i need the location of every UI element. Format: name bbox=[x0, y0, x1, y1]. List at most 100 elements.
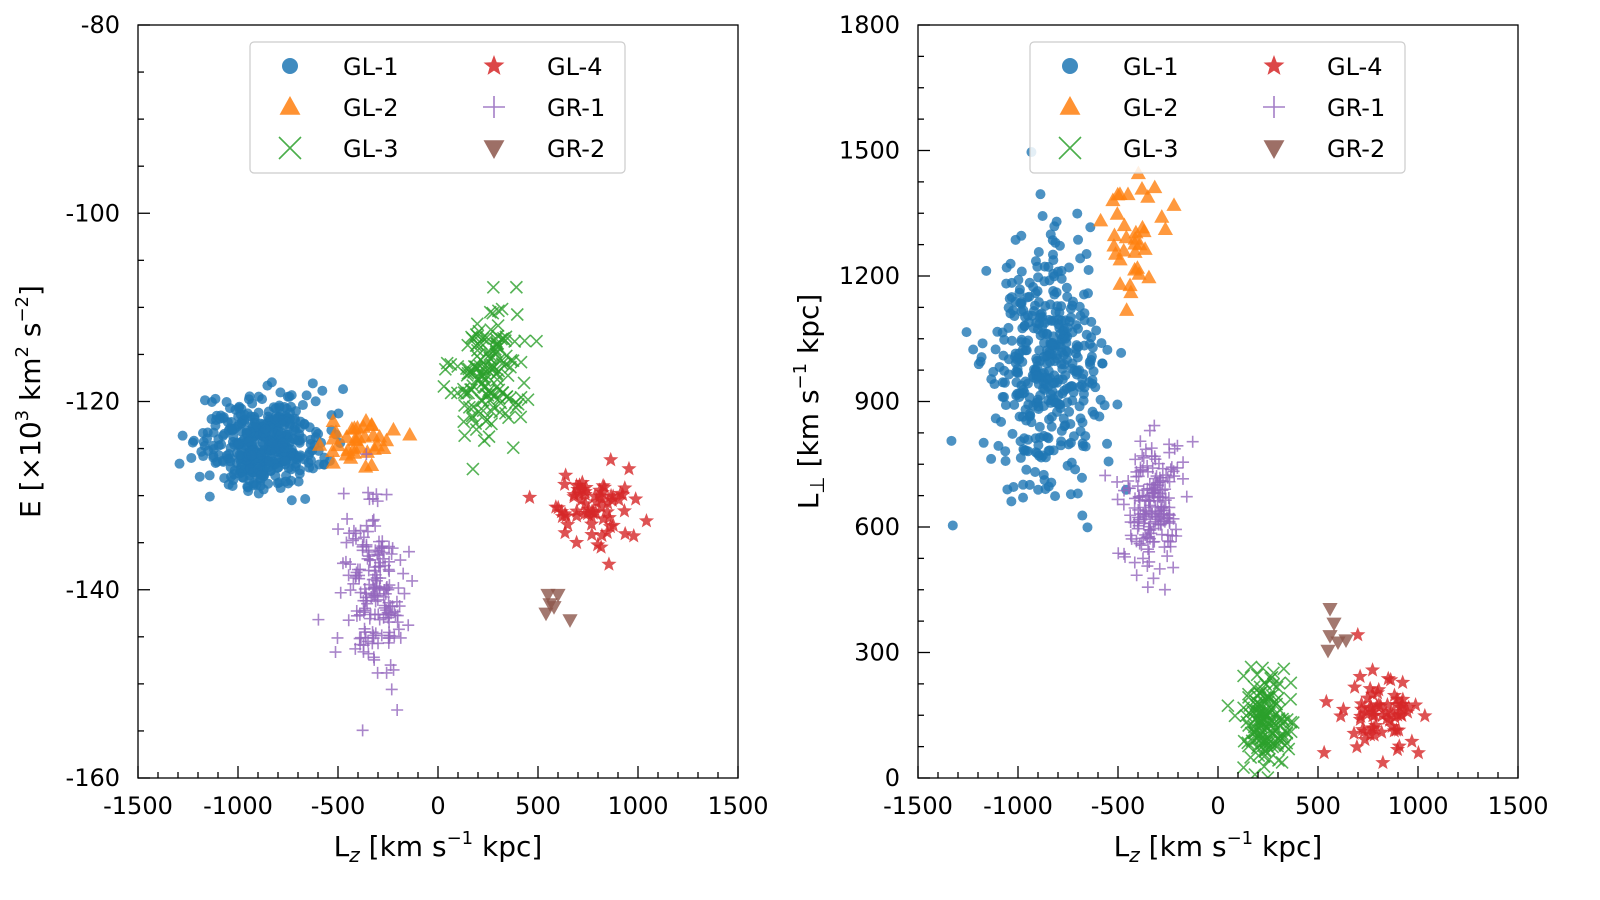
point-gl-3 bbox=[1275, 755, 1289, 769]
point-gl-4 bbox=[617, 525, 633, 541]
point-gr-1 bbox=[372, 549, 385, 562]
point-gl-1 bbox=[272, 478, 283, 489]
point-gl-1 bbox=[1031, 371, 1042, 382]
point-gr-1 bbox=[1167, 561, 1180, 574]
point-gl-3 bbox=[1253, 680, 1267, 694]
point-gl-3 bbox=[1277, 662, 1291, 676]
point-gl-1 bbox=[1055, 341, 1066, 352]
legend-marker-gr-1 bbox=[1263, 96, 1285, 118]
point-gl-1 bbox=[1051, 287, 1062, 298]
point-gl-4 bbox=[593, 498, 609, 513]
point-gr-1 bbox=[362, 546, 375, 559]
point-gl-1 bbox=[1018, 384, 1029, 395]
point-gr-1 bbox=[1176, 472, 1189, 485]
point-gl-2 bbox=[1141, 269, 1157, 284]
point-gl-3 bbox=[518, 334, 532, 348]
panel-right: -1500 -1000 -500 0 500 1000 1500 0 300 600 900 1200… bbox=[790, 11, 1549, 867]
point-gr-1 bbox=[363, 578, 376, 591]
point-gl-1 bbox=[234, 449, 245, 460]
point-gl-4 bbox=[1378, 704, 1394, 720]
point-gr-1 bbox=[383, 565, 396, 578]
y-axis-label: E [×103 km2 s−2] bbox=[12, 285, 47, 518]
point-gl-3 bbox=[470, 361, 484, 376]
x-tick-label: 500 bbox=[515, 792, 561, 820]
x-tick-label: -500 bbox=[1091, 792, 1145, 820]
point-gl-1 bbox=[267, 437, 278, 448]
point-gl-4 bbox=[1393, 706, 1409, 721]
point-gr-2 bbox=[562, 614, 578, 628]
legend-marker-gl-2 bbox=[279, 96, 301, 115]
point-gl-3 bbox=[506, 354, 520, 368]
point-gl-2 bbox=[1147, 179, 1163, 194]
x-tick-label: 0 bbox=[1210, 792, 1225, 820]
point-gl-4 bbox=[1362, 726, 1379, 742]
point-gr-1 bbox=[346, 534, 359, 547]
point-gr-1 bbox=[1158, 583, 1171, 596]
point-gl-1 bbox=[177, 430, 188, 441]
point-gl-4 bbox=[615, 486, 631, 502]
point-gl-3 bbox=[1242, 690, 1256, 704]
point-gl-2 bbox=[1123, 284, 1139, 299]
point-gr-1 bbox=[1143, 555, 1156, 568]
point-gl-2 bbox=[1118, 229, 1134, 244]
legend-marker-gl-2 bbox=[1059, 96, 1081, 115]
point-gl-1 bbox=[947, 520, 958, 531]
legend-label-gr-2: GR-2 bbox=[1327, 135, 1385, 163]
point-gl-1 bbox=[255, 449, 266, 460]
point-gl-1 bbox=[1018, 444, 1029, 455]
point-gl-3 bbox=[514, 355, 528, 369]
point-gl-1 bbox=[997, 377, 1008, 388]
series-gr-1 bbox=[312, 448, 419, 737]
point-gl-3 bbox=[495, 357, 509, 371]
point-gl-3 bbox=[466, 462, 480, 476]
point-gl-4 bbox=[1391, 722, 1407, 737]
legend-marker-gl-3 bbox=[1058, 136, 1082, 160]
point-gl-1 bbox=[272, 463, 283, 474]
point-gl-3 bbox=[1276, 712, 1290, 726]
point-gl-1 bbox=[310, 396, 321, 407]
point-gl-1 bbox=[1083, 264, 1094, 275]
point-gl-2 bbox=[1106, 227, 1123, 242]
point-gr-1 bbox=[369, 544, 382, 557]
point-gl-3 bbox=[1282, 742, 1296, 756]
point-gl-1 bbox=[989, 379, 1000, 390]
point-gl-1 bbox=[1003, 354, 1014, 365]
point-gl-4 bbox=[557, 476, 573, 491]
point-gl-4 bbox=[588, 494, 605, 509]
point-gl-1 bbox=[198, 436, 209, 447]
point-gr-1 bbox=[312, 613, 325, 626]
point-gl-1 bbox=[993, 440, 1004, 451]
point-gr-1 bbox=[377, 611, 390, 624]
point-gl-2 bbox=[346, 440, 362, 455]
point-gl-2 bbox=[1134, 219, 1151, 234]
point-gl-3 bbox=[501, 368, 515, 383]
point-gl-3 bbox=[459, 386, 474, 401]
point-gl-3 bbox=[491, 304, 505, 318]
point-gl-1 bbox=[1055, 328, 1066, 339]
point-gr-1 bbox=[1146, 507, 1159, 520]
point-gl-3 bbox=[480, 330, 494, 344]
point-gl-4 bbox=[1335, 701, 1352, 716]
point-gl-2 bbox=[1116, 217, 1132, 232]
point-gl-3 bbox=[1241, 739, 1256, 753]
point-gl-3 bbox=[476, 331, 490, 345]
point-gr-1 bbox=[354, 563, 367, 576]
point-gr-1 bbox=[1180, 490, 1193, 503]
point-gl-2 bbox=[325, 413, 341, 427]
point-gl-1 bbox=[1085, 222, 1096, 233]
point-gl-1 bbox=[230, 404, 241, 415]
point-gr-2 bbox=[1322, 630, 1338, 644]
point-gl-1 bbox=[262, 380, 273, 391]
point-gr-1 bbox=[353, 569, 366, 582]
point-gl-3 bbox=[1284, 676, 1298, 690]
point-gl-1 bbox=[1006, 277, 1017, 288]
point-gr-1 bbox=[360, 519, 373, 532]
point-gl-3 bbox=[1269, 708, 1283, 722]
point-gl-1 bbox=[229, 465, 240, 476]
point-gl-1 bbox=[978, 437, 989, 448]
point-gr-1 bbox=[339, 555, 352, 568]
point-gr-1 bbox=[340, 536, 353, 549]
point-gl-4 bbox=[566, 488, 582, 504]
point-gl-2 bbox=[1116, 242, 1132, 257]
